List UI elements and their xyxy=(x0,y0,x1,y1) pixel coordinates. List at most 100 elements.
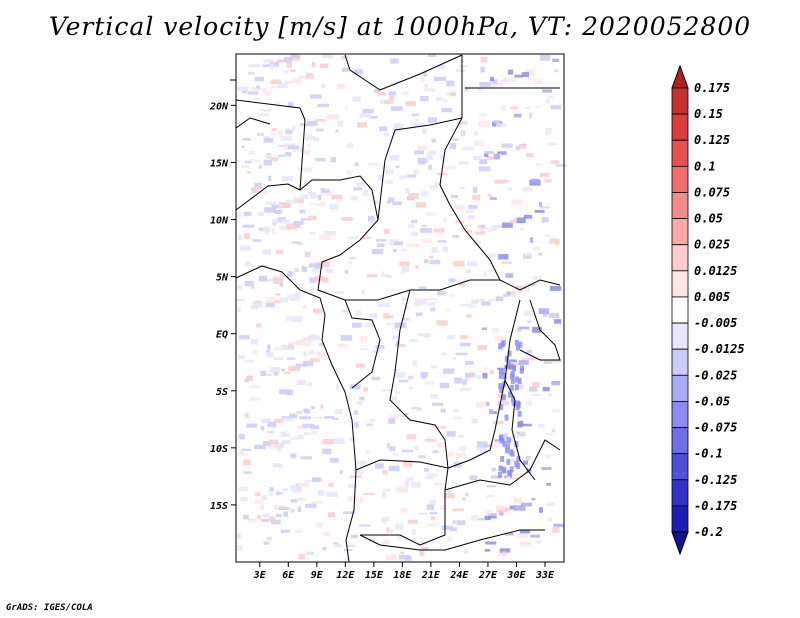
field-cell xyxy=(277,217,286,223)
field-cell xyxy=(488,253,497,257)
field-cell xyxy=(461,278,468,282)
field-cell xyxy=(274,209,283,214)
field-cell xyxy=(237,307,241,313)
field-cell xyxy=(313,308,322,314)
field-cell xyxy=(322,438,334,445)
field-cell xyxy=(263,135,270,140)
border-line xyxy=(359,529,545,551)
field-cell xyxy=(379,126,388,132)
x-tick-label: 12E xyxy=(336,570,355,581)
field-cell xyxy=(281,176,293,181)
field-cell xyxy=(236,212,242,218)
field-cell xyxy=(266,296,276,303)
field-cell xyxy=(320,404,324,409)
field-cell xyxy=(275,249,284,254)
field-cell xyxy=(267,421,277,428)
field-cell xyxy=(393,249,397,253)
field-cell xyxy=(493,153,501,160)
field-cell xyxy=(270,157,279,162)
field-cell xyxy=(296,411,302,414)
field-cell xyxy=(468,305,477,308)
field-cell xyxy=(254,499,264,504)
field-cell xyxy=(552,409,561,413)
field-cell xyxy=(401,449,413,453)
field-cell xyxy=(300,194,309,199)
field-cell xyxy=(449,527,457,532)
field-cell xyxy=(348,495,359,501)
field-cell xyxy=(282,487,287,492)
field-cell xyxy=(380,516,390,522)
field-cell xyxy=(271,519,281,525)
field-cell xyxy=(243,459,251,465)
field-cell xyxy=(420,228,433,233)
field-cell xyxy=(267,445,279,449)
field-cell xyxy=(270,80,282,84)
field-cell xyxy=(498,465,503,472)
colorbar-segment xyxy=(671,218,689,246)
field-cell xyxy=(243,211,252,217)
field-cell xyxy=(369,116,378,119)
field-cell xyxy=(340,335,353,341)
border-line xyxy=(344,54,463,110)
field-cell xyxy=(276,59,286,63)
field-cell xyxy=(535,541,542,544)
field-cell xyxy=(401,91,409,95)
field-cell xyxy=(430,516,436,521)
field-cell xyxy=(262,88,266,93)
field-cell xyxy=(248,71,255,75)
field-cell xyxy=(417,407,422,411)
field-cell xyxy=(504,180,509,183)
field-cell xyxy=(390,529,394,533)
field-cell xyxy=(300,218,311,221)
field-cell xyxy=(279,389,291,395)
field-cell xyxy=(326,491,338,498)
field-cell xyxy=(437,240,447,243)
field-cell xyxy=(524,252,530,256)
field-cell xyxy=(382,470,388,475)
field-cell xyxy=(325,268,334,273)
field-cell xyxy=(432,450,439,453)
field-cell xyxy=(261,495,267,501)
field-cell xyxy=(520,226,524,231)
field-cell xyxy=(336,384,340,390)
field-cell xyxy=(510,106,519,110)
field-cell xyxy=(400,551,405,554)
x-tick-label: 24E xyxy=(449,570,469,581)
field-cell xyxy=(480,66,485,73)
field-cell xyxy=(392,201,402,206)
field-cell xyxy=(263,59,274,63)
field-cell xyxy=(501,340,506,347)
field-cell xyxy=(426,524,438,527)
field-cell xyxy=(312,477,321,482)
field-cell xyxy=(261,519,269,522)
field-cell xyxy=(354,410,358,415)
field-cell xyxy=(414,119,420,122)
field-cell xyxy=(256,133,264,136)
field-cell xyxy=(249,385,261,388)
colorbar-label: -0.0125 xyxy=(694,342,745,356)
field-cell xyxy=(509,219,520,224)
field-cell xyxy=(284,80,295,84)
field-cell xyxy=(509,359,517,363)
field-cell xyxy=(499,387,504,393)
field-cell xyxy=(421,128,427,135)
border-line xyxy=(519,299,561,361)
field-cell xyxy=(295,198,304,204)
field-cell xyxy=(539,172,550,177)
field-cell xyxy=(524,286,530,292)
field-cell xyxy=(322,547,327,551)
field-cell xyxy=(516,217,526,224)
field-cell xyxy=(320,188,330,193)
field-cell xyxy=(273,347,286,350)
field-cell xyxy=(278,507,290,510)
field-cell xyxy=(521,72,529,78)
field-cell xyxy=(309,334,318,341)
field-cell xyxy=(392,453,400,456)
field-cell xyxy=(528,283,536,286)
field-cell xyxy=(334,409,343,414)
field-cell xyxy=(287,270,293,277)
field-cell xyxy=(282,440,291,445)
field-cell xyxy=(489,77,495,81)
field-cell xyxy=(383,228,390,234)
field-cell xyxy=(465,374,470,381)
